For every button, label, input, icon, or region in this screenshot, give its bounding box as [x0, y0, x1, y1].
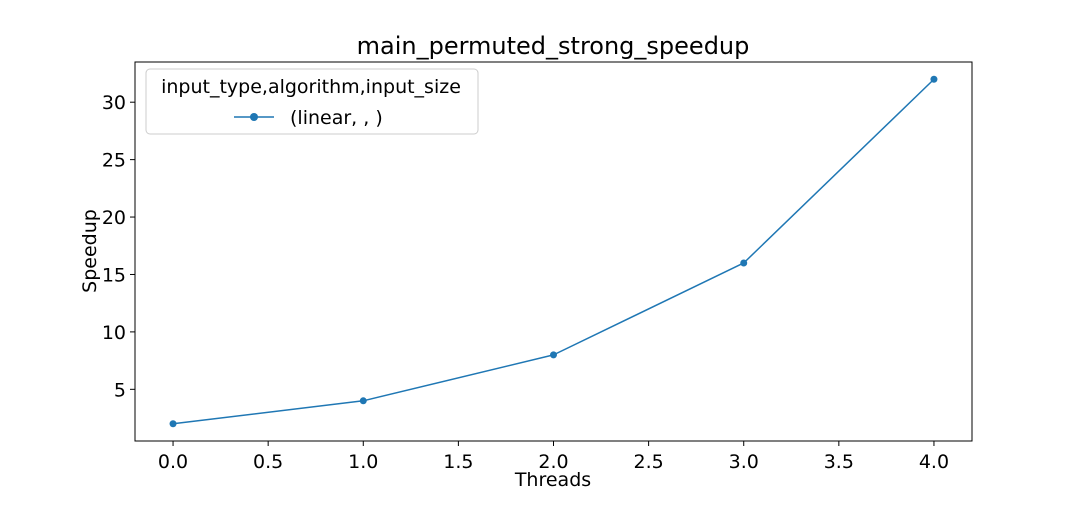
x-tick-label: 3.5 — [824, 451, 854, 473]
data-point — [550, 351, 557, 359]
data-point — [930, 75, 938, 83]
legend-box — [145, 68, 479, 135]
chart-title: main_permuted_strong_speedup — [357, 32, 750, 60]
x-tick-label: 4.0 — [919, 451, 949, 473]
legend-title: input_type,algorithm,input_size — [161, 76, 461, 98]
x-tick-label: 0.0 — [158, 451, 188, 473]
y-axis-ticks: 5 10 15 20 25 30 — [102, 92, 135, 401]
data-point — [359, 397, 367, 405]
y-tick-label: 15 — [102, 264, 126, 286]
y-tick-label: 20 — [102, 207, 126, 229]
y-tick-label: 10 — [102, 322, 126, 344]
legend-entry-label: (linear, , ) — [290, 107, 383, 129]
x-axis-ticks: 0.0 0.5 1.0 1.5 2.0 2.5 3.0 3.5 4.0 — [158, 441, 949, 473]
legend: input_type,algorithm,input_size (linear,… — [145, 68, 479, 135]
x-tick-label: 2.5 — [634, 451, 664, 473]
data-point — [169, 420, 177, 428]
x-tick-label: 1.5 — [443, 451, 473, 473]
x-axis-label: Threads — [514, 469, 591, 491]
x-tick-label: 3.0 — [729, 451, 759, 473]
series-layer — [169, 75, 938, 428]
legend-swatch-marker — [250, 113, 258, 121]
y-axis-label: Speedup — [79, 209, 101, 293]
x-tick-label: 0.5 — [253, 451, 283, 473]
x-tick-label: 1.0 — [348, 451, 378, 473]
data-point — [740, 259, 748, 267]
y-tick-label: 5 — [114, 379, 126, 401]
y-tick-label: 25 — [102, 150, 126, 172]
y-tick-label: 30 — [102, 92, 126, 114]
x-tick-label: 2.0 — [538, 451, 568, 473]
